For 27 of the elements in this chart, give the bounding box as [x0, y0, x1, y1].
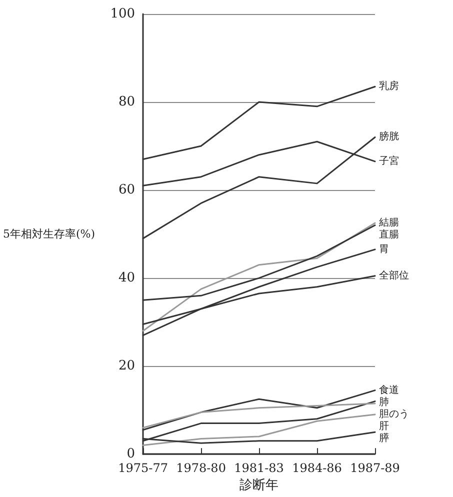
y-tick-label: 40 [118, 270, 136, 286]
x-tick-label: 1987-89 [350, 461, 400, 476]
x-axis-title: 診断年 [240, 478, 279, 493]
y-tick-label: 20 [118, 358, 136, 374]
series-label: 膀胱 [379, 130, 399, 143]
series-label: 肝 [379, 420, 389, 432]
y-tick-label: 80 [118, 94, 136, 110]
line-series [142, 222, 376, 332]
x-tick-label: 1978-80 [176, 461, 226, 476]
series-label: 食道 [379, 384, 399, 396]
y-tick-label: 100 [110, 6, 136, 22]
series-label: 乳房 [379, 80, 399, 92]
line-series [142, 402, 376, 428]
y-axis-title: 5年相対生存率(%) [2, 228, 96, 241]
x-tick-label: 1981-83 [234, 461, 284, 476]
x-tick-label: 1984-86 [292, 461, 342, 476]
series-label: 全部位 [379, 269, 409, 282]
series-label: 直腸 [379, 228, 399, 241]
y-tick-label: 60 [118, 182, 136, 198]
series-label: 結腸 [378, 218, 399, 229]
series-label: 肺 [379, 396, 389, 408]
series-label: 胃 [379, 244, 389, 255]
series-label: 子宮 [379, 154, 399, 167]
x-tick-label: 1975-77 [118, 461, 168, 476]
series-label: 膵 [379, 432, 389, 444]
y-tick-label: 0 [126, 446, 136, 462]
series-label: 胆のう [379, 408, 409, 420]
